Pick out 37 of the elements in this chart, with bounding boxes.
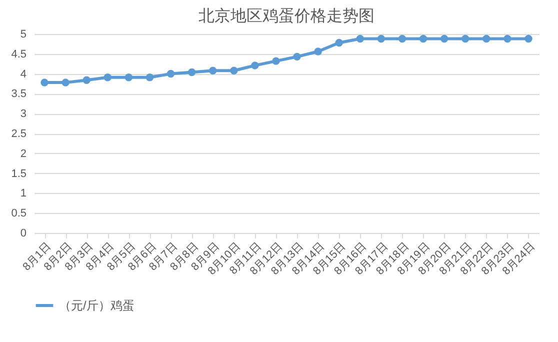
y-tick-label: 0 [20,228,26,240]
y-tick-label: 2 [20,148,26,160]
point [146,74,154,82]
point [504,34,512,43]
y-tick-label: 1 [20,188,26,200]
point [40,78,48,86]
point [82,76,90,84]
y-tick-label: 4 [20,68,26,80]
point [398,34,406,43]
y-tick-label: 1.5 [11,168,26,180]
point [272,57,280,65]
y-tick-label: 5 [20,28,26,40]
y-tick-label: 4.5 [11,48,26,60]
point [440,34,448,43]
point [356,34,364,43]
point [166,70,175,78]
chart-title: 北京地区鸡蛋价格走势图 [198,7,374,25]
point [251,62,259,70]
legend-label: （元/斤）鸡蛋 [59,298,134,312]
point [482,34,490,43]
y-tick-label: 3 [20,108,26,120]
point [208,66,217,74]
point [461,34,470,43]
point [419,34,428,43]
point [293,52,301,61]
point [524,34,532,43]
point [104,74,112,82]
point [377,34,386,43]
point [62,78,70,86]
y-tick-label: 2.5 [11,128,26,140]
point [230,66,238,74]
y-tick-label: 3.5 [11,88,26,100]
point [124,74,133,82]
point [335,38,343,47]
point [314,48,322,56]
y-tick-label: 0.5 [11,208,26,220]
point [188,68,196,76]
